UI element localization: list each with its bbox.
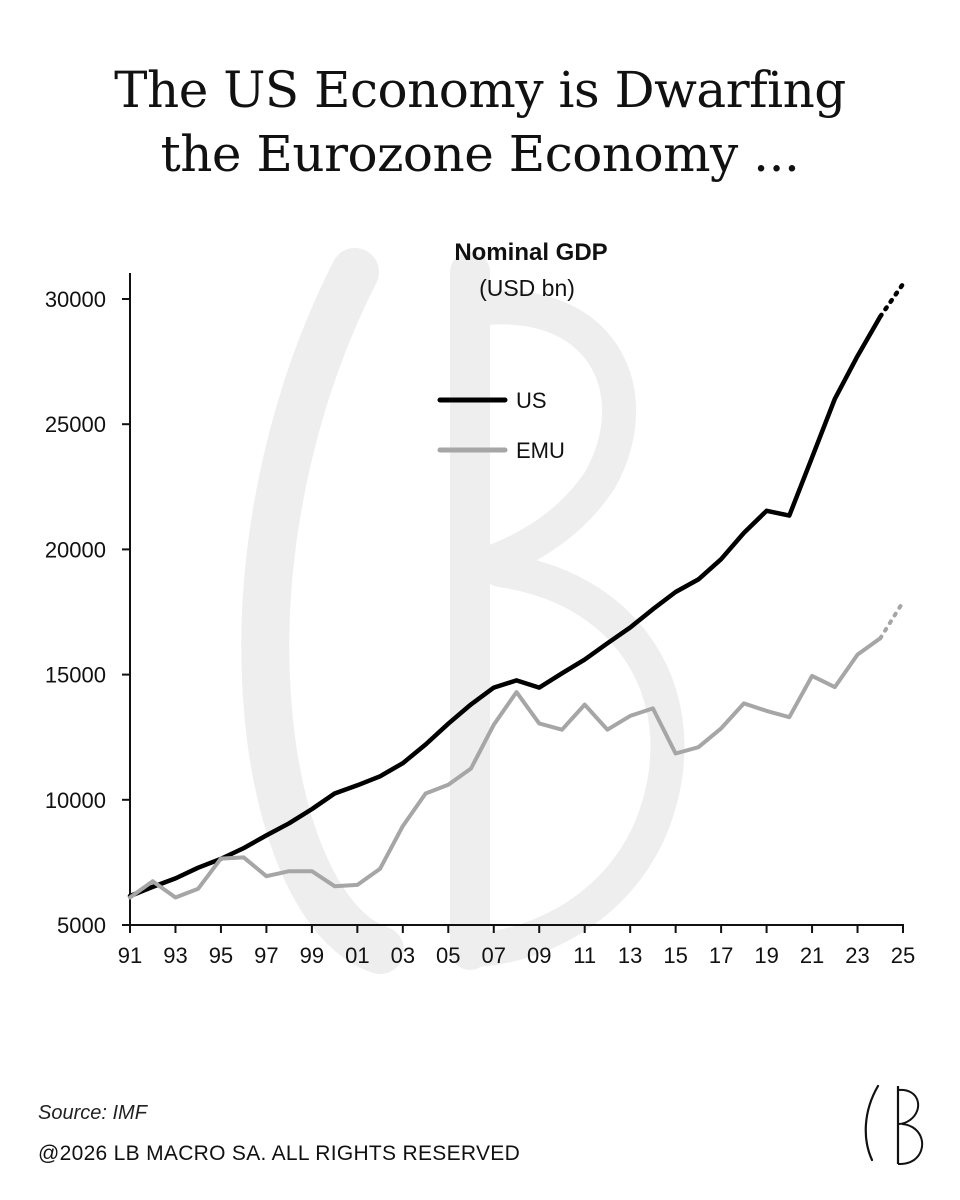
series-projection-emu [878, 600, 905, 641]
series-line-emu [128, 636, 883, 900]
x-tick-label: 03 [391, 943, 415, 968]
y-tick-label: 25000 [45, 412, 106, 437]
x-tick-label: 19 [754, 943, 778, 968]
x-tick-label: 91 [118, 943, 142, 968]
x-tick-label: 15 [663, 943, 687, 968]
watermark-monogram-icon [241, 248, 685, 974]
x-tick-label: 99 [300, 943, 324, 968]
y-tick-label: 10000 [45, 788, 106, 813]
x-tick-label: 97 [254, 943, 278, 968]
x-tick-label: 07 [482, 943, 506, 968]
y-tick-label: 15000 [45, 663, 106, 688]
copyright-note: @2026 LB MACRO SA. ALL RIGHTS RESERVED [38, 1142, 521, 1165]
y-tick-label: 30000 [45, 287, 106, 312]
x-tick-label: 21 [800, 943, 824, 968]
x-tick-label: 23 [845, 943, 869, 968]
y-tick-label: 5000 [57, 913, 106, 938]
series-projection-us [878, 281, 906, 319]
x-axis-ticks: 91 93 95 97 99 01 03 05 07 09 11 13 15 17 19 21 23 25 [118, 925, 915, 968]
source-note: Source: IMF [38, 1102, 147, 1124]
legend-label-us: US [516, 388, 547, 413]
x-tick-label: 09 [527, 943, 551, 968]
series-line-us [127, 314, 883, 899]
chart-title: Nominal GDP [454, 239, 607, 266]
x-tick-label: 17 [709, 943, 733, 968]
x-tick-label: 95 [209, 943, 233, 968]
x-tick-label: 01 [345, 943, 369, 968]
legend-label-emu: EMU [516, 438, 565, 463]
lb-monogram-icon [864, 1084, 924, 1165]
title-line-1: The US Economy is Dwarfing [114, 61, 846, 119]
y-tick-label: 20000 [45, 537, 106, 562]
chart-subtitle: (USD bn) [479, 275, 575, 301]
x-tick-label: 05 [436, 943, 460, 968]
x-tick-label: 11 [573, 943, 596, 968]
gdp-line-chart: 5000 10000 15000 20000 25000 30000 91 93 95 97 99… [45, 239, 915, 974]
x-tick-label: 13 [618, 943, 642, 968]
chart-legend: US EMU [437, 388, 565, 463]
x-tick-label: 93 [163, 943, 187, 968]
page-title: The US Economy is Dwarfing the Eurozone … [0, 58, 960, 186]
y-axis-ticks: 5000 10000 15000 20000 25000 30000 [45, 287, 130, 938]
x-tick-label: 25 [891, 943, 915, 968]
title-line-2: the Eurozone Economy ... [160, 125, 800, 183]
series-layer [127, 281, 906, 900]
